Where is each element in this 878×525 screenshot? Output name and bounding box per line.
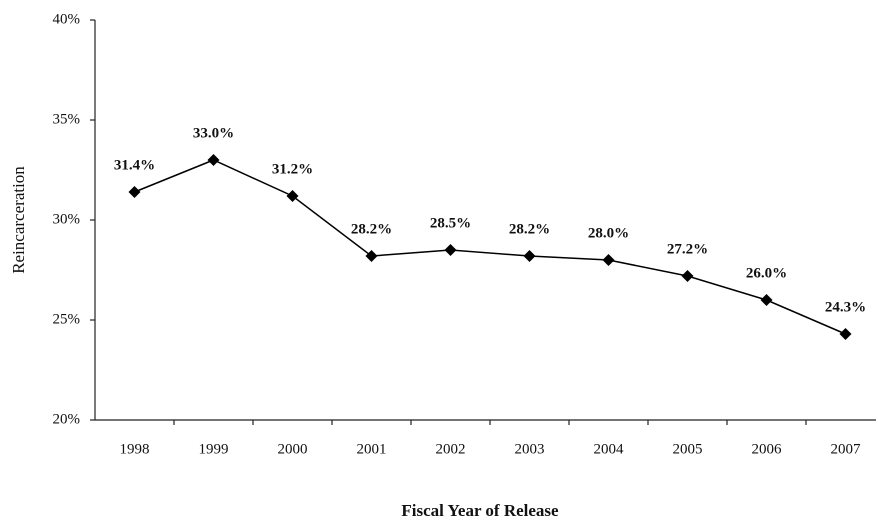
x-tick-label: 2006 <box>752 441 783 457</box>
data-label: 27.2% <box>667 241 708 257</box>
marker <box>523 250 536 262</box>
marker <box>760 294 773 306</box>
marker <box>681 270 694 282</box>
x-tick-label: 2005 <box>673 441 703 457</box>
marker <box>602 254 615 266</box>
marker <box>839 328 852 340</box>
data-label: 28.2% <box>509 221 550 237</box>
marker <box>444 244 457 256</box>
marker <box>365 250 378 262</box>
marker <box>128 186 141 198</box>
x-tick-label: 2007 <box>831 441 862 457</box>
y-tick-label: 40% <box>53 11 81 27</box>
data-label: 28.0% <box>588 225 629 241</box>
data-label: 28.2% <box>351 221 392 237</box>
x-tick-label: 1999 <box>199 441 229 457</box>
line <box>134 159 846 335</box>
x-tick-label: 2000 <box>278 441 308 457</box>
x-axis-label: Fiscal Year of Release <box>401 501 559 520</box>
x-tick-label: 2002 <box>436 441 466 457</box>
data-label: 31.4% <box>114 157 155 173</box>
data-label: 33.0% <box>193 125 234 141</box>
y-tick-label: 30% <box>53 211 81 227</box>
y-tick-label: 25% <box>53 311 81 327</box>
x-tick-label: 2004 <box>594 441 625 457</box>
data-label: 31.2% <box>272 161 313 177</box>
y-axis-label: Reincarceration <box>9 166 28 274</box>
data-label: 28.5% <box>430 215 471 231</box>
marker <box>286 190 299 202</box>
data-label: 24.3% <box>825 299 866 315</box>
y-tick-label: 20% <box>53 411 81 427</box>
marker <box>207 154 220 166</box>
data-label: 26.0% <box>746 265 787 281</box>
y-tick-label: 35% <box>53 111 81 127</box>
x-tick-label: 2001 <box>357 441 387 457</box>
x-tick-label: 2003 <box>515 441 545 457</box>
x-tick-label: 1998 <box>120 441 150 457</box>
